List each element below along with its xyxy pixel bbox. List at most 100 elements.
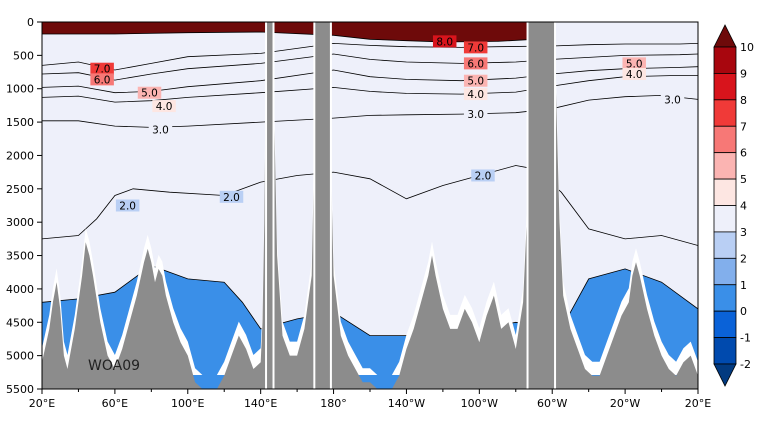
watermark: WOA09: [88, 358, 140, 374]
contour-label: 4.0: [156, 101, 173, 113]
isoline-7: [42, 42, 698, 71]
y-tick-label: 3000: [6, 216, 34, 229]
contour-label: 4.0: [626, 69, 643, 81]
colorbar-swatch: [713, 284, 737, 312]
y-tick-label: 4000: [6, 283, 34, 296]
colorbar-label: 4: [740, 200, 747, 213]
isoline-3: [42, 94, 698, 128]
colorbar-swatch: [713, 205, 737, 233]
x-tick-label: 60°W: [537, 397, 567, 410]
colorbar-swatch: [713, 310, 737, 338]
x-tick-label: 100°E: [171, 397, 204, 410]
colorbar-label: 3: [740, 226, 747, 239]
isoline-6: [42, 53, 698, 81]
colorbar-label: 0: [740, 305, 747, 318]
colorbar-swatch: [713, 46, 737, 74]
colorbar-swatch: [713, 178, 737, 206]
x-tick-label: 140°E: [244, 397, 277, 410]
colorbar-swatch: [713, 231, 737, 259]
contour-label-bg: [148, 123, 173, 136]
y-tick-label: 5500: [6, 383, 34, 396]
contour-label-bg: [115, 199, 140, 212]
colorbar-swatch: [713, 152, 737, 180]
contour-label: 7.0: [467, 42, 484, 54]
bathymetry-land-mask: [42, 22, 698, 389]
isoline-8: [42, 31, 553, 43]
contour-label: 5.0: [141, 88, 158, 100]
y-tick-label: 4500: [6, 316, 34, 329]
contour-label-bg: [471, 169, 495, 182]
contour-label: 3.0: [467, 109, 484, 121]
isoline-5: [42, 66, 698, 94]
colorbar-label: 5: [740, 173, 747, 186]
y-tick-label: 2500: [6, 183, 34, 196]
colorbar-label: 1: [740, 279, 747, 292]
colorbar-label: 6: [740, 147, 747, 160]
contour-label-bg: [90, 73, 114, 86]
colorbar-swatch: [713, 73, 737, 101]
land-column-0: [267, 22, 273, 389]
y-tick-label: 3500: [6, 250, 34, 263]
x-tick-label: 20°E: [29, 397, 55, 410]
y-tick-label: 0: [27, 16, 34, 29]
colorbar-label: 8: [740, 94, 747, 107]
contour-label: 6.0: [94, 74, 111, 86]
colorbar-swatch: [713, 99, 737, 127]
contour-label: 6.0: [467, 58, 484, 70]
y-tick-label: 1500: [6, 116, 34, 129]
contour-label-bg: [219, 190, 244, 203]
contour-label: 3.0: [152, 124, 169, 136]
contour-label-bg: [622, 57, 646, 70]
contour-label: 5.0: [626, 58, 643, 70]
land-column-1: [315, 22, 330, 389]
contour-label: 2.0: [475, 170, 492, 182]
x-axis: 20°E 60°E 100°E 140°E 180° 140°W 100°W 60°W 20°W…: [29, 389, 711, 410]
contour-label-bg: [152, 100, 176, 113]
contour-label: 7.0: [94, 64, 111, 76]
isoline-2: [42, 165, 698, 246]
y-tick-label: 5000: [6, 350, 34, 363]
contour-label-bg: [622, 68, 646, 81]
x-tick-label: 20°E: [685, 397, 711, 410]
contour-label-bg: [137, 86, 162, 99]
contour-label-bg: [463, 88, 488, 101]
colorbar-label: 7: [740, 120, 747, 133]
colorbar-extend-top: [713, 24, 737, 48]
colorbar-label: 2: [740, 252, 747, 265]
contour-label-bg: [463, 57, 488, 70]
isoline-4: [42, 75, 698, 103]
colorbar-label: 9: [740, 67, 747, 80]
contour-label: 5.0: [467, 76, 484, 88]
x-tick-label: 180°: [320, 397, 347, 410]
colorbar-label: -1: [740, 332, 751, 345]
land-column-2: [528, 22, 555, 389]
contour-label-bg: [432, 35, 457, 48]
contour-label-bg: [463, 74, 488, 87]
colorbar-swatch: [713, 337, 737, 365]
contour-label: 3.0: [664, 94, 681, 106]
y-tick-label: 500: [13, 49, 34, 62]
contour-label-bg: [463, 41, 488, 54]
contour-label-bg: [463, 108, 488, 121]
contour-label-bg: [90, 62, 114, 75]
plot-area: 8.07.06.05.04.03.02.07.06.05.04.03.02.02…: [42, 22, 698, 389]
colorbar-label: 10: [740, 41, 754, 54]
colorbar-swatch: [713, 257, 737, 286]
contour-labels: 8.07.06.05.04.03.02.07.06.05.04.03.02.02…: [90, 35, 685, 213]
y-tick-label: 2000: [6, 149, 34, 162]
colorbar-label: -2: [740, 358, 751, 371]
colorbar-extend-bottom: [713, 363, 737, 387]
colorbar-swatch: [713, 125, 737, 154]
contour-label: 8.0: [436, 36, 453, 48]
contour-label: 2.0: [223, 192, 240, 204]
x-tick-label: 100°W: [461, 397, 498, 410]
x-tick-label: 20°W: [610, 397, 640, 410]
fill-band-warmest: [42, 22, 553, 42]
x-tick-label: 140°W: [388, 397, 425, 410]
contour-label: 2.0: [119, 201, 136, 213]
y-tick-label: 1000: [6, 83, 34, 96]
contour-label: 4.0: [467, 89, 484, 101]
contour-label-bg: [660, 93, 685, 106]
